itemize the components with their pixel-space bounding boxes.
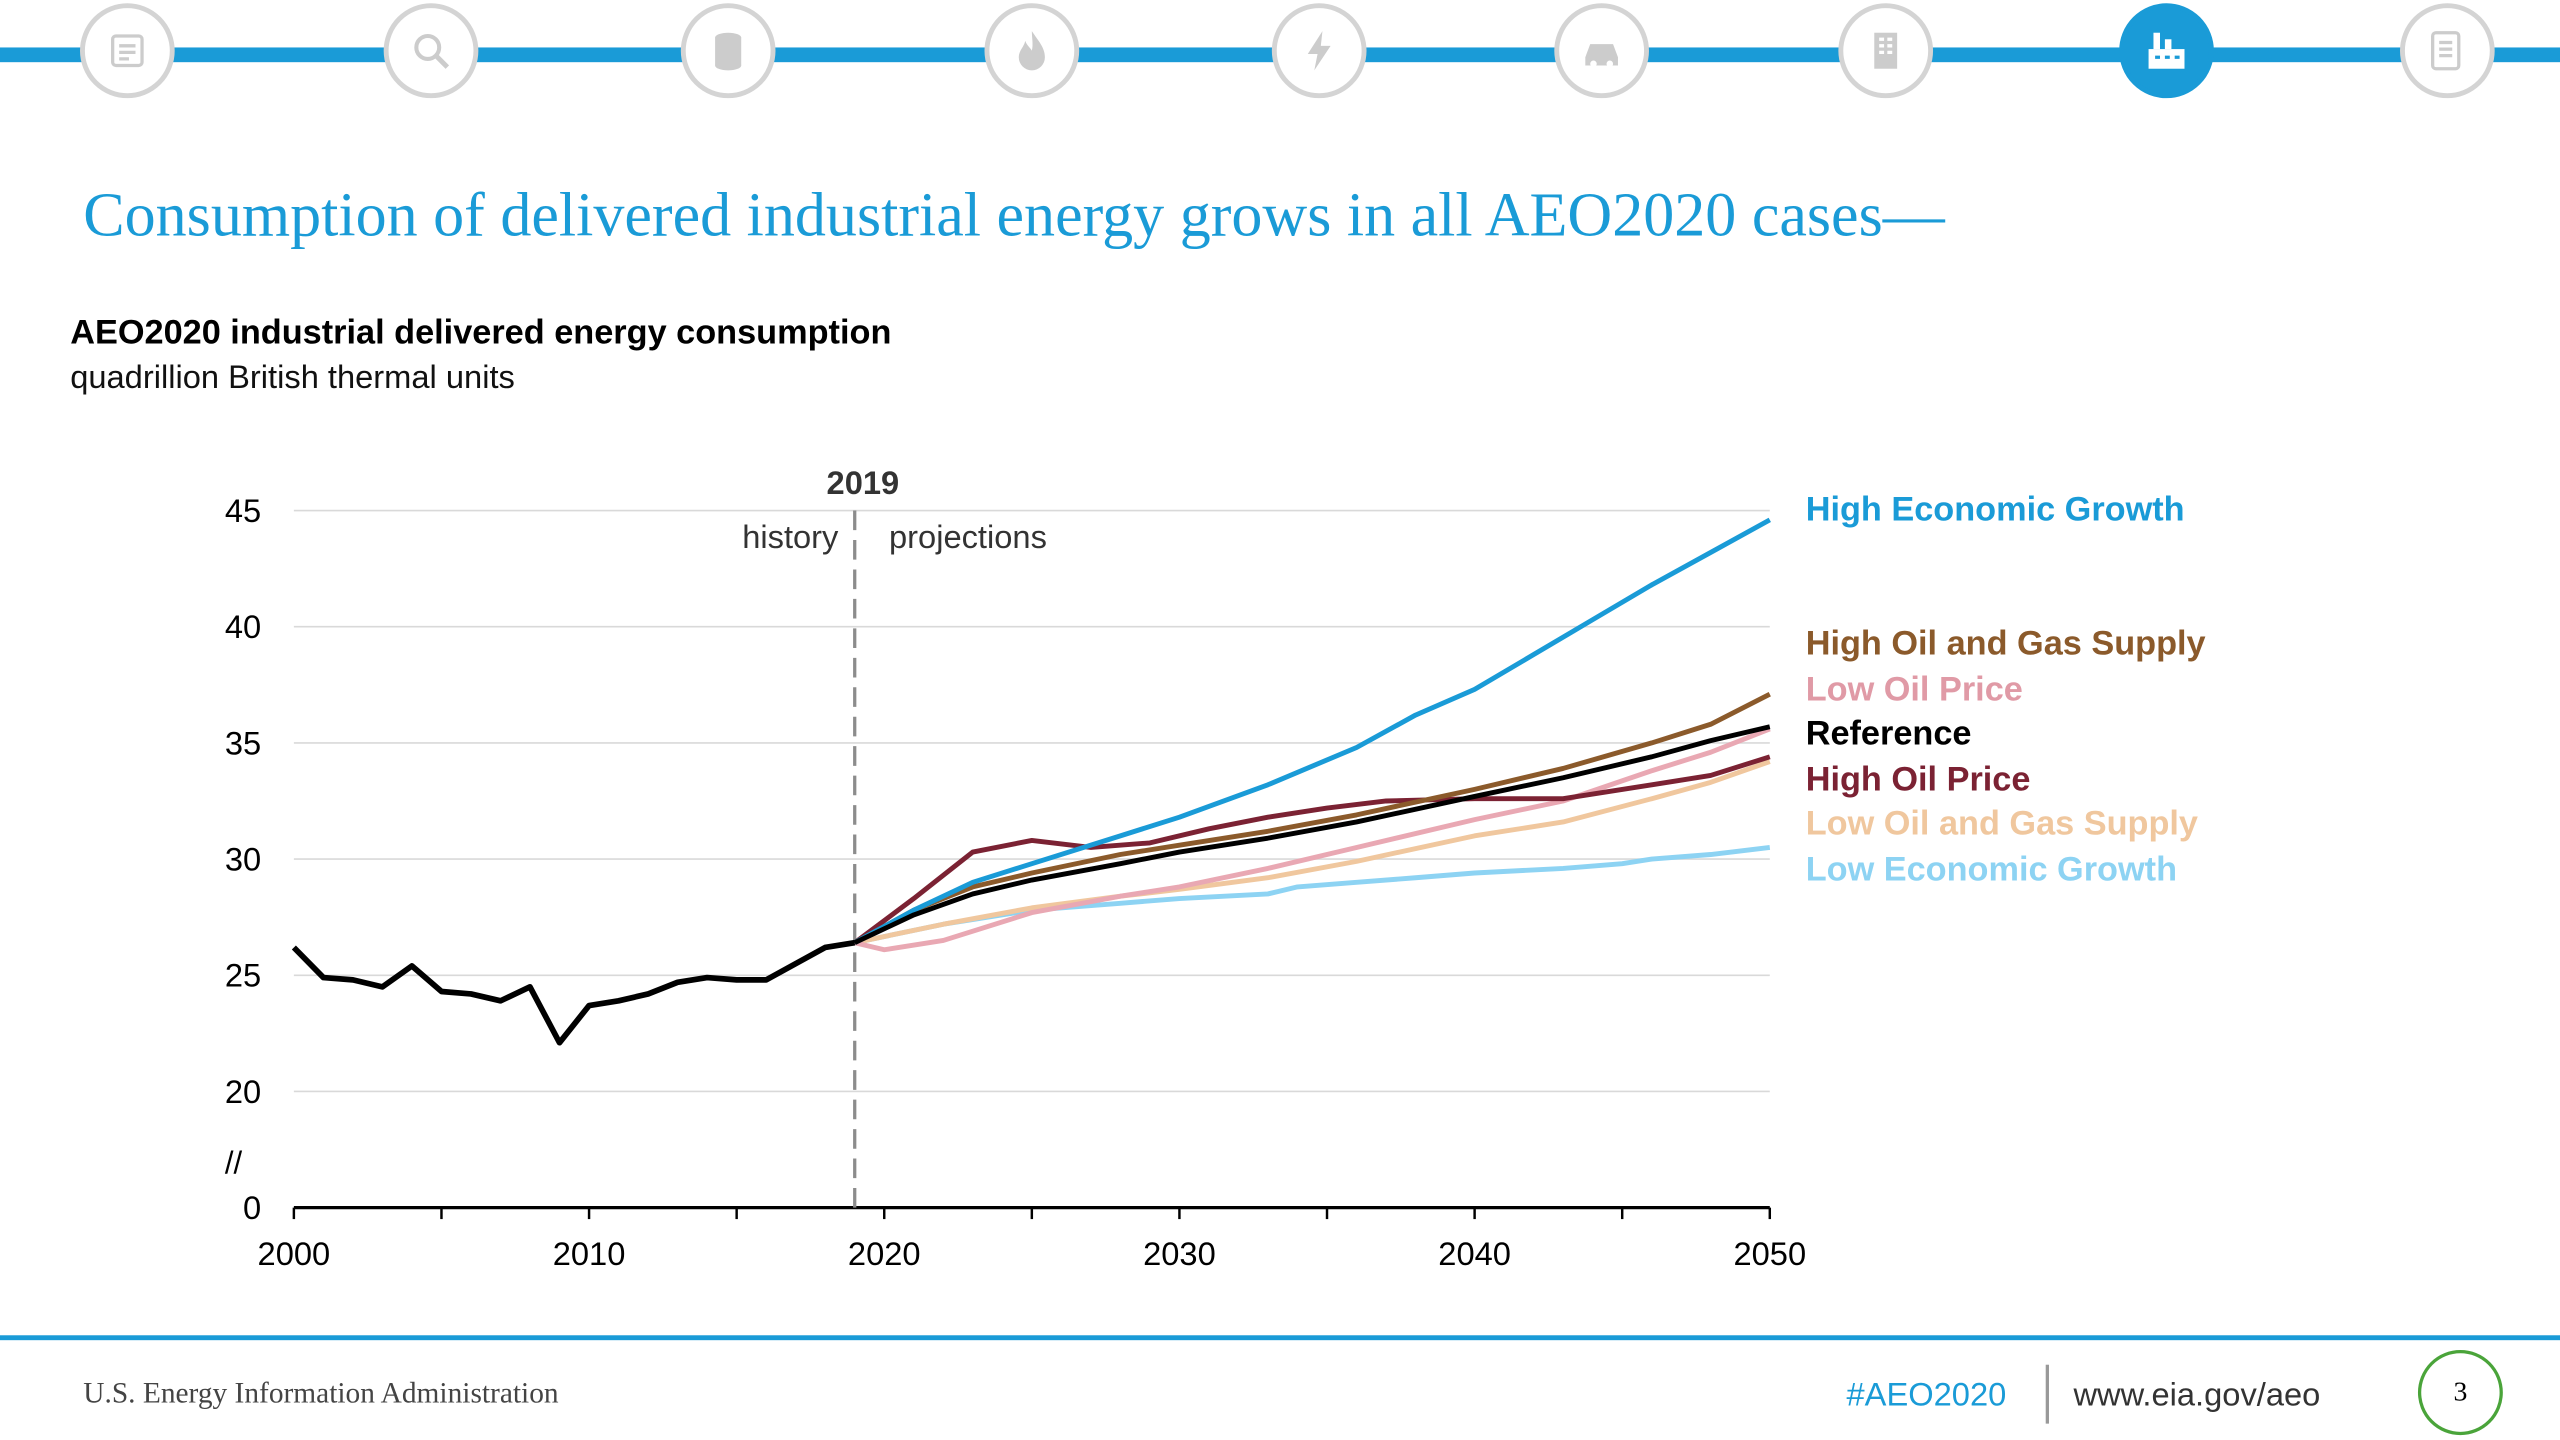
series-label: Low Economic Growth	[1806, 850, 2177, 888]
chart-subtitle: quadrillion British thermal units	[70, 359, 515, 396]
series-label: High Economic Growth	[1806, 490, 2185, 528]
x-tick-label: 2040	[1438, 1235, 1511, 1272]
divider-year-label: 2019	[827, 464, 900, 501]
nav-industrial-icon[interactable]	[2119, 3, 2214, 99]
y-tick-label: 45	[225, 492, 261, 529]
y-tick-label: 30	[225, 841, 261, 878]
nav-electricity-glyph-icon	[1307, 31, 1331, 71]
footer-organization: U.S. Energy Information Administration	[83, 1376, 559, 1409]
nav-analysis-icon[interactable]	[383, 3, 479, 99]
nav-analysis-glyph-icon	[414, 33, 450, 69]
series-line-high-oil-and-gas-supply	[853, 691, 1771, 945]
y-tick-label: 35	[225, 724, 261, 761]
nav-buildings-icon[interactable]	[1838, 3, 1934, 99]
x-tick-label: 2000	[258, 1235, 331, 1272]
history-line	[291, 939, 856, 1046]
nav-natural-gas-icon[interactable]	[984, 3, 1080, 99]
y-tick-label: 25	[225, 957, 261, 994]
x-tick-label: 2050	[1733, 1235, 1806, 1272]
footer-hashtag[interactable]: #AEO2020	[1846, 1377, 2007, 1414]
y-tick-label: 40	[225, 608, 261, 645]
nav-petroleum-icon[interactable]	[680, 3, 776, 99]
page-number-badge: 3	[2417, 1349, 2503, 1436]
nav-natural-gas-glyph-icon	[1018, 31, 1045, 71]
x-tick-label: 2020	[848, 1235, 921, 1272]
series-label: Low Oil Price	[1806, 670, 2023, 708]
projections-label: projections	[889, 518, 1047, 555]
series-label: High Oil and Gas Supply	[1806, 625, 2206, 663]
axis-break-mark: //	[225, 1145, 243, 1180]
nav-industrial-glyph-icon	[2148, 32, 2185, 69]
nav-buildings-glyph-icon	[1874, 32, 1898, 69]
nav-transportation-glyph-icon	[1585, 44, 1618, 68]
history-label: history	[742, 518, 839, 555]
footer-divider	[2045, 1364, 2049, 1424]
nav-transportation-icon[interactable]	[1554, 3, 1649, 99]
nav-overview-glyph-icon	[111, 34, 144, 68]
nav-documents-icon[interactable]	[2399, 3, 2495, 99]
nav-documents-glyph-icon	[2431, 31, 2461, 71]
nav-overview-icon[interactable]	[79, 3, 175, 99]
nav-petroleum-glyph-icon	[715, 32, 742, 71]
slide-title: Consumption of delivered industrial ener…	[83, 181, 1945, 251]
series-label: High Oil Price	[1806, 760, 2031, 798]
footer-line	[0, 1335, 2560, 1341]
x-tick-label: 2030	[1143, 1235, 1216, 1272]
series-line-high-oil-price	[853, 754, 1771, 945]
y-tick-label: 0	[243, 1189, 261, 1226]
series-line-low-economic-growth	[854, 845, 1771, 946]
chart-title: AEO2020 industrial delivered energy cons…	[70, 314, 892, 352]
series-line-high-economic-growth	[853, 517, 1771, 945]
footer-url-link[interactable]: www.eia.gov/aeo	[2073, 1377, 2321, 1414]
nav-electricity-icon[interactable]	[1271, 3, 1367, 99]
series-line-reference	[853, 724, 1771, 945]
y-tick-label: 20	[225, 1073, 261, 1110]
series-label: Low Oil and Gas Supply	[1806, 805, 2198, 843]
x-tick-label: 2010	[553, 1235, 626, 1272]
series-label: Reference	[1806, 715, 1972, 753]
series-line-low-oil-price	[854, 726, 1771, 953]
series-line-low-oil-and-gas-supply	[854, 759, 1771, 946]
